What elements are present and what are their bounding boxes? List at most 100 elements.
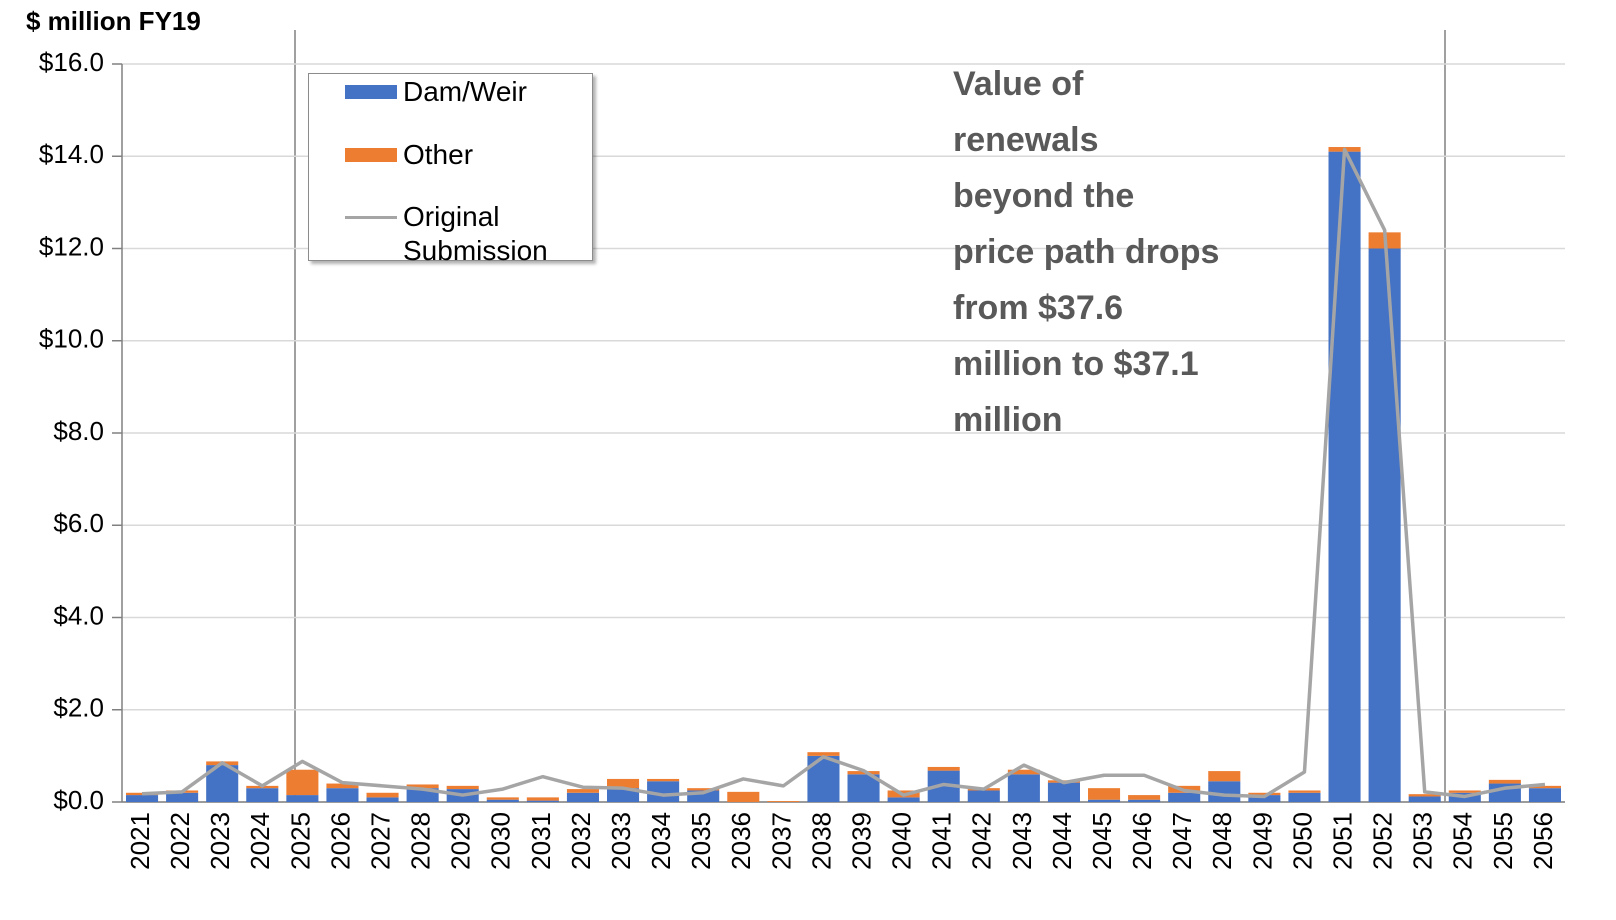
y-tick-label: $6.0 — [53, 508, 104, 538]
x-tick-label: 2051 — [1327, 812, 1357, 870]
x-tick-label: 2048 — [1207, 812, 1237, 870]
x-tick-label: 2052 — [1368, 812, 1398, 870]
bar — [727, 791, 760, 802]
bar — [687, 788, 720, 791]
bar — [406, 784, 439, 789]
bar — [326, 788, 359, 802]
y-tick-label: $10.0 — [39, 324, 104, 354]
x-tick-label: 2026 — [325, 812, 355, 870]
x-tick-label: 2047 — [1167, 812, 1197, 870]
x-tick-label: 2050 — [1287, 812, 1317, 870]
bar — [1208, 781, 1241, 802]
bar — [1288, 790, 1321, 793]
x-tick-label: 2030 — [486, 812, 516, 870]
x-tick-label: 2056 — [1528, 812, 1558, 870]
bar — [446, 785, 479, 790]
bar — [1248, 792, 1281, 796]
line — [141, 147, 1546, 799]
annotation-line: price path drops — [953, 233, 1220, 271]
legend-entry: Other — [345, 138, 593, 172]
legend-label: Other — [403, 139, 474, 170]
x-tick-label: 2049 — [1247, 812, 1277, 870]
annotation: Value of renewals beyond the price path dro… — [953, 56, 1219, 448]
bar — [847, 771, 880, 775]
x-tick-label: 2039 — [846, 812, 876, 870]
bar — [767, 801, 800, 802]
x-tick-label: 2025 — [285, 812, 315, 870]
annotation-line: million — [953, 401, 1063, 439]
x-tick-label: 2036 — [726, 812, 756, 870]
bar — [1488, 779, 1521, 784]
x-tick-label: 2046 — [1127, 812, 1157, 870]
bar — [807, 752, 840, 756]
x-tick-label: 2043 — [1007, 812, 1037, 870]
bar — [967, 790, 1000, 802]
y-axis-label: $ million FY19 — [26, 6, 201, 36]
x-tick-label: 2054 — [1448, 812, 1478, 870]
bar — [887, 797, 920, 802]
y-tick-label: $2.0 — [53, 693, 104, 723]
bar — [1288, 792, 1321, 802]
bar — [927, 766, 960, 771]
legend-entry: Original Submission — [345, 200, 573, 268]
bar — [126, 792, 159, 796]
bar — [687, 790, 720, 802]
bar — [1368, 248, 1401, 802]
bar — [366, 792, 399, 798]
legend: Dam/Weir Other Original Submission — [308, 73, 593, 266]
x-tick-label: 2024 — [245, 812, 275, 870]
legend-label: Dam/Weir — [403, 76, 527, 107]
x-tick-label: 2022 — [165, 812, 195, 870]
bar — [1408, 794, 1441, 797]
legend-entry: Dam/Weir — [345, 75, 593, 109]
legend-label: Original Submission — [403, 201, 548, 266]
legend-swatch — [345, 148, 397, 162]
bar — [566, 792, 599, 802]
x-tick-label: 2044 — [1047, 812, 1077, 870]
x-tick-label: 2034 — [646, 812, 676, 870]
x-tick-label: 2045 — [1087, 812, 1117, 870]
bar — [286, 769, 319, 796]
x-tick-label: 2027 — [365, 812, 395, 870]
x-tick-label: 2021 — [125, 812, 155, 870]
y-tick-label: $16.0 — [39, 47, 104, 77]
bar — [1007, 774, 1040, 802]
x-tick-label: 2035 — [686, 812, 716, 870]
bar — [1088, 799, 1121, 802]
y-tick-label: $0.0 — [53, 785, 104, 815]
x-tick-label: 2038 — [806, 812, 836, 870]
bar — [566, 789, 599, 793]
y-tick-label: $4.0 — [53, 600, 104, 630]
y-tick-label: $12.0 — [39, 231, 104, 261]
annotation-line: Value of — [953, 65, 1084, 103]
bar — [246, 788, 279, 802]
legend-swatch — [345, 216, 397, 219]
bar — [647, 778, 680, 782]
x-tick-label: 2023 — [205, 812, 235, 870]
bar — [126, 795, 159, 802]
bar — [326, 783, 359, 789]
x-tick-label: 2033 — [606, 812, 636, 870]
x-tick-label: 2053 — [1408, 812, 1438, 870]
annotation-line: renewals — [953, 121, 1099, 159]
x-tick-label: 2031 — [526, 812, 556, 870]
bar — [1088, 788, 1121, 800]
bar — [486, 797, 519, 800]
x-tick-label: 2028 — [406, 812, 436, 870]
bar — [526, 797, 559, 801]
x-tick-label: 2040 — [887, 812, 917, 870]
x-tick-label: 2032 — [566, 812, 596, 870]
bar — [1047, 782, 1080, 802]
bar — [1328, 151, 1361, 802]
bar — [1208, 771, 1241, 782]
bar — [526, 800, 559, 802]
bar — [166, 792, 199, 802]
bar — [1528, 785, 1561, 789]
bar — [486, 799, 519, 802]
annotation-line: from $37.6 — [953, 289, 1124, 327]
x-tick-label: 2037 — [766, 812, 796, 870]
